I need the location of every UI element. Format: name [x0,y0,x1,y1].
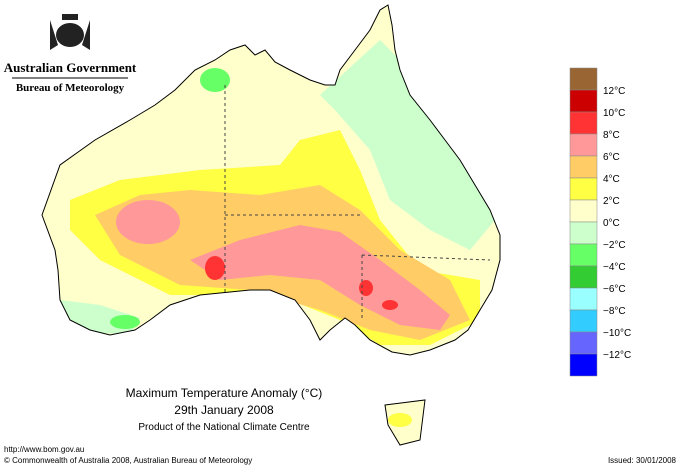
legend-swatch [569,177,598,201]
legend-label: 6°C [603,152,620,163]
legend-swatch [569,199,598,223]
legend-label: 0°C [603,218,620,229]
agency-name: Bureau of Meteorology [16,82,125,94]
legend-swatch [569,353,598,377]
legend-label: −4°C [603,262,626,273]
legend-swatch [569,243,598,267]
state-borders [224,85,491,320]
legend-label: −6°C [603,284,626,295]
product-note: Product of the National Climate Centre [138,422,310,433]
copyright: © Commonwealth of Australia 2008, Austra… [4,456,252,465]
legend-swatch [569,111,598,135]
legend-swatch [569,309,598,333]
url[interactable]: http://www.bom.gov.au [4,445,84,454]
legend-label: 12°C [603,86,625,97]
date: 29th January 2008 [174,403,274,417]
legend-swatch [569,331,598,355]
legend: 12°C 10°C 8°C 6°C 4°C 2°C 0°C −2°C −4°C −6°C −8°C −… [569,67,631,377]
legend-swatch [569,265,598,289]
legend-label: −12°C [603,350,631,361]
legend-label: 8°C [603,130,620,141]
legend-label: −2°C [603,240,626,251]
legend-label: 2°C [603,196,620,207]
legend-label: −8°C [603,306,626,317]
legend-label: 4°C [603,174,620,185]
legend-swatch [569,133,598,157]
crest [50,14,90,50]
legend-swatch [569,155,598,179]
issued: Issued: 30/01/2008 [608,456,677,465]
legend-swatch [569,67,598,91]
legend-label: 10°C [603,108,625,119]
org-name: Australian Government [4,60,137,75]
legend-swatch [569,221,598,245]
title: Maximum Temperature Anomaly (°C) [126,386,323,400]
legend-swatch [569,287,598,311]
legend-label: −10°C [603,328,631,339]
legend-swatch [569,89,598,113]
